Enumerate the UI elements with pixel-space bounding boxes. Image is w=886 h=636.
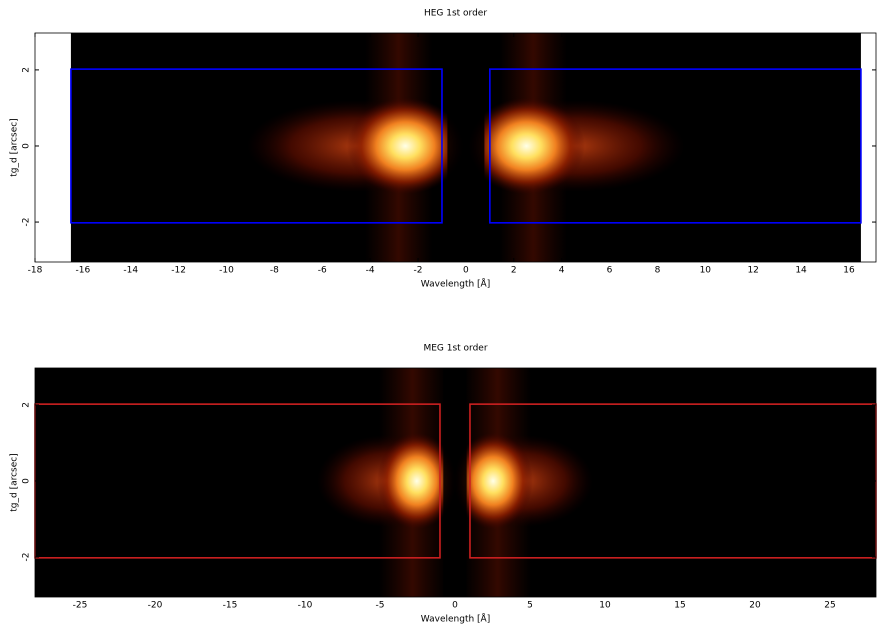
- y-axis-label: tg_d [arcsec]: [10, 453, 20, 511]
- x-tick-label: 6: [607, 266, 613, 276]
- glow-core: [377, 432, 457, 530]
- x-tick-label: -18: [28, 266, 43, 276]
- x-tick-label: 10: [700, 266, 712, 276]
- x-tick-label: -25: [73, 601, 88, 611]
- x-tick-label: -10: [219, 266, 234, 276]
- y-tick-label: -2: [22, 218, 32, 227]
- y-tick-label: 0: [22, 478, 32, 484]
- x-tick-label: 2: [511, 266, 517, 276]
- x-tick-label: -8: [270, 266, 279, 276]
- x-tick-label: 12: [747, 266, 758, 276]
- x-tick-label: -14: [123, 266, 138, 276]
- x-tick-label: 0: [463, 266, 469, 276]
- x-axis-label: Wavelength [Å]: [421, 278, 490, 290]
- glow: [247, 33, 685, 262]
- gap: [443, 368, 467, 597]
- region: [70, 68, 443, 224]
- y-axis-label: tg_d [arcsec]: [10, 118, 20, 176]
- y-tick-label: 2: [22, 402, 32, 408]
- glow-core: [468, 97, 585, 195]
- y-tick-label: -2: [22, 553, 32, 562]
- x-tick-label: 5: [527, 601, 533, 611]
- panel: MEG 1st order-25 -20 -15 -10 -5 0 5 10 15 20 25-20…: [10, 344, 877, 625]
- x-tick-label: 25: [824, 601, 835, 611]
- x-axis-label: Wavelength [Å]: [421, 613, 490, 625]
- x-tick-label: -15: [223, 601, 238, 611]
- chart-title: HEG 1st order: [424, 9, 487, 19]
- x-tick-label: 15: [674, 601, 685, 611]
- x-tick-label: -4: [366, 266, 375, 276]
- x-tick-label: 8: [655, 266, 661, 276]
- x-tick-label: -16: [76, 266, 91, 276]
- region: [489, 68, 862, 224]
- y-tick-label: 0: [22, 143, 32, 149]
- frame: [34, 367, 877, 598]
- glow-core: [453, 432, 533, 530]
- glow: [317, 368, 593, 597]
- x-tick-label: -5: [375, 601, 384, 611]
- x-tick-label: -6: [318, 266, 327, 276]
- glow-core: [346, 97, 464, 195]
- x-tick-label: -12: [171, 266, 186, 276]
- x-tick-label: -10: [298, 601, 313, 611]
- frame: [34, 32, 877, 263]
- x-tick-label: 20: [749, 601, 761, 611]
- y-tick-label: 2: [22, 67, 32, 73]
- x-tick-label: -20: [148, 601, 163, 611]
- x-tick-label: 14: [795, 266, 807, 276]
- gap: [447, 33, 485, 262]
- x-tick-label: -2: [414, 266, 423, 276]
- x-tick-label: 0: [452, 601, 458, 611]
- panel: HEG 1st order -18 -16 -14 -12 -10 -8 -6 -4 -2 0 2 4 6…: [10, 9, 877, 290]
- x-tick-label: 10: [599, 601, 611, 611]
- x-tick-label: 16: [843, 266, 855, 276]
- x-tick-label: 4: [559, 266, 565, 276]
- chart-title: MEG 1st order: [423, 344, 487, 354]
